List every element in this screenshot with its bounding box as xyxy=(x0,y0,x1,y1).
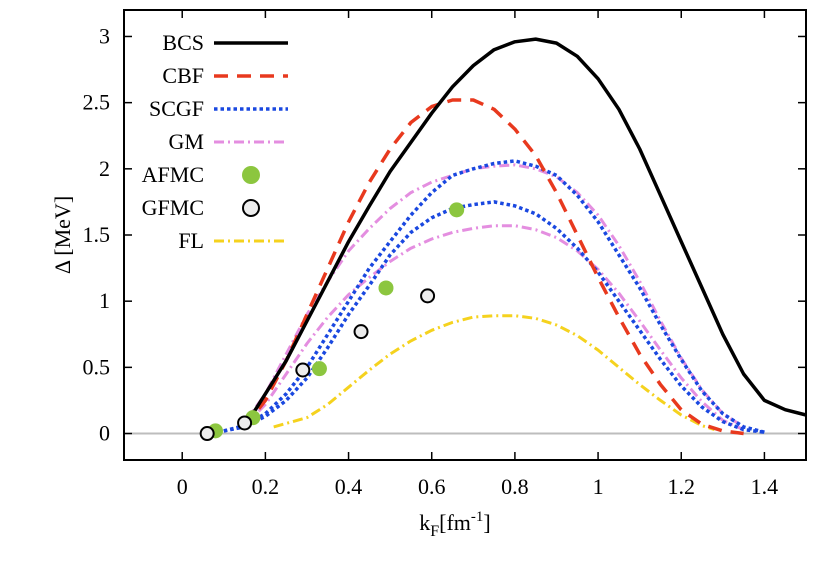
legend-gm-label: GM xyxy=(169,129,204,154)
x-axis-title: kF[fm-1] xyxy=(419,509,491,540)
x-tick-label: 0.6 xyxy=(418,474,446,499)
point-afmc-4 xyxy=(449,202,465,218)
legend-afmc-swatch xyxy=(242,166,260,184)
point-gfmc-2 xyxy=(295,362,311,378)
point-gfmc-3 xyxy=(353,324,369,340)
x-tick-label: 1.4 xyxy=(751,474,779,499)
series-fl xyxy=(273,314,715,432)
x-tick-label: 0.4 xyxy=(335,474,363,499)
legend-cbf-label: CBF xyxy=(162,63,204,88)
x-tick-label: 0 xyxy=(177,474,188,499)
point-gfmc-0 xyxy=(199,426,215,442)
legend: BCS CBF SCGF GM AFMC GFMC FL xyxy=(142,30,288,253)
y-tick-label: 2 xyxy=(99,156,110,181)
y-tick-label: 0.5 xyxy=(83,354,111,379)
legend-gfmc-label: GFMC xyxy=(142,195,204,220)
point-afmc-3 xyxy=(378,280,394,296)
x-tick-label: 0.2 xyxy=(252,474,280,499)
x-tick-label: 1 xyxy=(593,474,604,499)
series-cbf xyxy=(243,98,744,436)
y-tick-label: 3 xyxy=(99,23,110,48)
x-tick-label: 0.8 xyxy=(501,474,529,499)
legend-scgf-label: SCGF xyxy=(149,96,204,121)
series-gm-lower xyxy=(243,224,745,431)
points-layer xyxy=(199,202,465,442)
legend-bcs-label: BCS xyxy=(162,30,204,55)
legend-fl-label: FL xyxy=(178,228,204,253)
point-afmc-2 xyxy=(311,361,327,377)
point-gfmc-4 xyxy=(420,288,436,304)
y-tick-label: 0 xyxy=(99,421,110,446)
x-tick-label: 1.2 xyxy=(667,474,695,499)
y-tick-label: 1.5 xyxy=(83,222,111,247)
legend-gfmc-swatch xyxy=(242,199,260,217)
y-tick-label: 2.5 xyxy=(83,90,111,115)
series-layer xyxy=(223,37,807,436)
series-bcs xyxy=(243,37,807,428)
series-scgf xyxy=(223,159,765,434)
legend-afmc-label: AFMC xyxy=(142,162,204,187)
y-axis-title: Δ [MeV] xyxy=(50,196,75,274)
y-tick-label: 1 xyxy=(99,288,110,313)
point-gfmc-1 xyxy=(237,415,253,431)
ticks-layer: 0 0.2 0.4 0.6 0.8 1 1.2 1.4 0 0.5 1 1.5 2 2.5 3 xyxy=(83,10,806,499)
